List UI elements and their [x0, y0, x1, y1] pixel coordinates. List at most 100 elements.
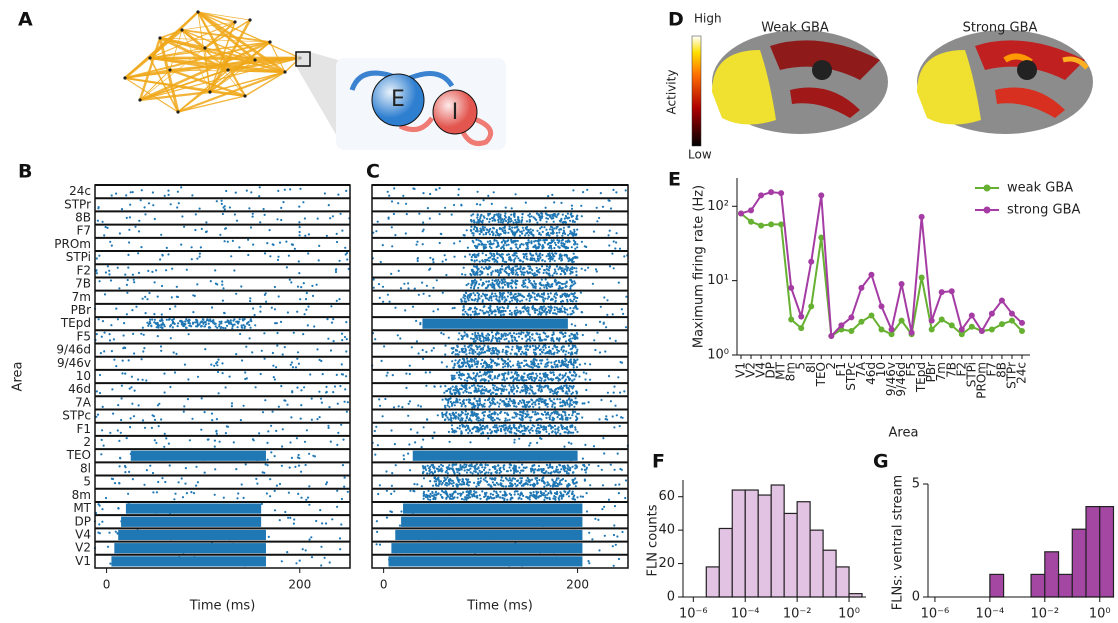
- spike: [151, 271, 153, 273]
- spike: [498, 283, 500, 285]
- spike: [231, 327, 233, 329]
- spike: [504, 362, 506, 364]
- spike: [536, 427, 538, 429]
- spike: [567, 468, 569, 470]
- spike: [494, 484, 496, 486]
- spike: [566, 426, 568, 428]
- spike: [425, 385, 427, 387]
- spike: [261, 350, 263, 352]
- spike: [487, 496, 489, 498]
- spike: [407, 287, 409, 289]
- spike: [296, 358, 298, 360]
- spike: [128, 359, 130, 361]
- spike: [272, 352, 274, 354]
- spike: [559, 491, 561, 493]
- spike: [290, 364, 292, 366]
- spike: [248, 324, 250, 326]
- spike: [216, 433, 218, 435]
- spike: [591, 538, 593, 540]
- spike: [181, 215, 183, 217]
- spike: [181, 477, 183, 479]
- spike: [379, 544, 381, 546]
- spike: [594, 518, 596, 520]
- spike: [403, 458, 405, 460]
- spike: [251, 351, 253, 353]
- spike: [336, 374, 338, 376]
- spike: [429, 499, 431, 501]
- spike: [483, 403, 485, 405]
- spike: [560, 349, 562, 351]
- spike: [521, 299, 523, 301]
- spike: [558, 388, 560, 390]
- spike: [615, 544, 617, 546]
- spike: [275, 430, 277, 432]
- spike: [555, 360, 557, 362]
- spike: [298, 221, 300, 223]
- spike: [446, 484, 448, 486]
- spike: [568, 379, 570, 381]
- spike: [144, 206, 146, 208]
- spike: [174, 371, 176, 373]
- spike: [559, 433, 561, 435]
- spike: [562, 478, 564, 480]
- spike: [551, 406, 553, 408]
- spike: [101, 521, 103, 523]
- spike: [324, 192, 326, 194]
- spike: [505, 428, 507, 430]
- spike: [169, 386, 171, 388]
- spike: [332, 391, 334, 393]
- spike: [133, 281, 135, 283]
- spike: [247, 239, 249, 241]
- spike: [564, 427, 566, 429]
- spike: [433, 494, 435, 496]
- spike: [344, 247, 346, 249]
- spike: [527, 483, 529, 485]
- spike: [463, 360, 465, 362]
- spike: [418, 294, 420, 296]
- spike: [496, 296, 498, 298]
- spike: [548, 346, 550, 348]
- spike: [259, 221, 261, 223]
- spike: [474, 426, 476, 428]
- spike: [408, 443, 410, 445]
- spike: [562, 287, 564, 289]
- spike: [224, 228, 226, 230]
- spike: [520, 498, 522, 500]
- spike: [526, 332, 528, 334]
- spike: [160, 320, 162, 322]
- spike: [552, 331, 554, 333]
- spike: [437, 414, 439, 416]
- spike: [476, 313, 478, 315]
- spike: [296, 437, 298, 439]
- panel-letter: D: [668, 9, 684, 31]
- spike: [437, 478, 439, 480]
- spike: [326, 318, 328, 320]
- spike: [528, 392, 530, 394]
- spike: [592, 283, 594, 285]
- spike: [526, 411, 528, 413]
- spike: [547, 362, 549, 364]
- spike: [456, 471, 458, 473]
- spike: [465, 420, 467, 422]
- spike: [447, 472, 449, 474]
- spike: [485, 464, 487, 466]
- spike: [528, 416, 530, 418]
- spike: [102, 221, 104, 223]
- saturated-activity: [391, 543, 582, 553]
- spike: [543, 332, 545, 334]
- spike: [474, 332, 476, 334]
- spike: [182, 496, 184, 498]
- spike: [120, 419, 122, 421]
- spike: [461, 403, 463, 405]
- spike: [525, 364, 527, 366]
- spike: [559, 482, 561, 484]
- network-edge: [160, 38, 178, 112]
- area-label: 8B: [75, 211, 91, 225]
- spike: [546, 265, 548, 267]
- spike: [519, 400, 521, 402]
- spike: [515, 427, 517, 429]
- spike: [200, 246, 202, 248]
- spike: [450, 420, 452, 422]
- spike: [576, 337, 578, 339]
- spike: [423, 494, 425, 496]
